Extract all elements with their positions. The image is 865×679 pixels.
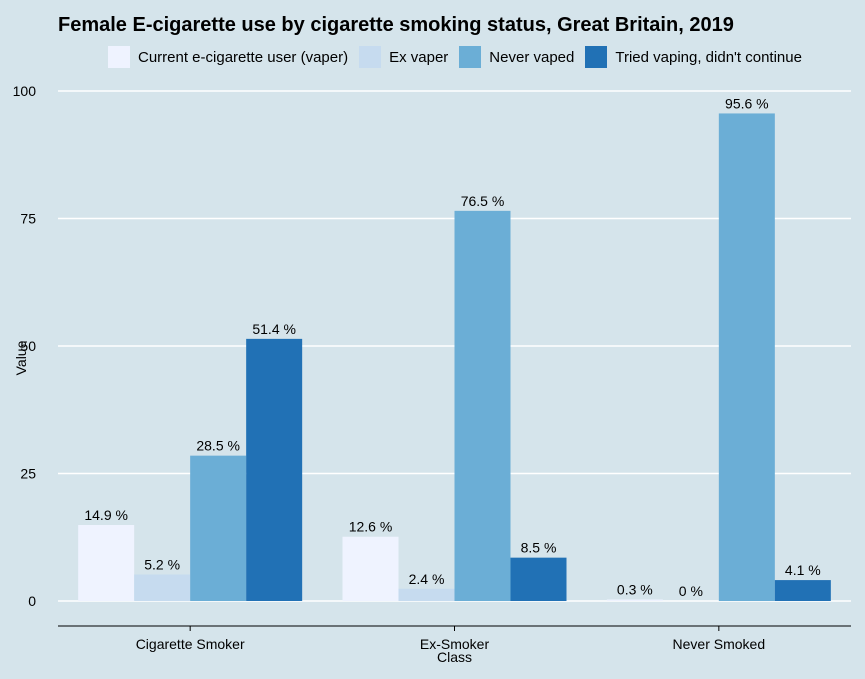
x-tick-label: Never Smoked xyxy=(673,636,766,652)
legend-label: Never vaped xyxy=(489,48,575,66)
chart-title: Female E-cigarette use by cigarette smok… xyxy=(58,14,734,36)
legend-item: Ex vaper xyxy=(359,46,448,68)
bar xyxy=(134,574,191,601)
legend-swatch xyxy=(585,46,608,68)
data-label: 8.5 % xyxy=(521,540,557,556)
legend-label: Tried vaping, didn't continue xyxy=(615,48,802,66)
bar xyxy=(510,557,567,601)
legend: Current e-cigarette user (vaper) Ex vaper… xyxy=(108,45,813,69)
x-tick-label: Ex-Smoker xyxy=(420,636,490,652)
y-tick-label: 25 xyxy=(20,466,36,482)
legend-label: Ex vaper xyxy=(389,48,449,66)
legend-item: Never vaped xyxy=(459,46,574,68)
legend-item: Current e-cigarette user (vaper) xyxy=(108,46,348,68)
data-label: 0.3 % xyxy=(617,581,653,597)
data-label: 0 % xyxy=(679,583,703,599)
data-label: 28.5 % xyxy=(196,438,240,454)
bar xyxy=(398,588,455,601)
data-label: 51.4 % xyxy=(252,321,296,337)
bar xyxy=(774,580,831,601)
bar xyxy=(342,536,399,601)
legend-swatch xyxy=(459,46,482,68)
x-axis-title: Class xyxy=(437,649,472,665)
bar xyxy=(606,599,663,601)
data-label: 76.5 % xyxy=(461,193,505,209)
y-tick-label: 100 xyxy=(13,83,37,99)
legend-item: Tried vaping, didn't continue xyxy=(585,46,802,68)
legend-swatch xyxy=(359,46,382,68)
bar xyxy=(718,113,775,601)
data-label: 5.2 % xyxy=(144,556,180,572)
y-axis-title: Value xyxy=(13,340,29,375)
data-label: 12.6 % xyxy=(349,519,393,535)
y-tick-label: 75 xyxy=(20,211,36,227)
legend-swatch xyxy=(108,46,130,68)
legend-label: Current e-cigarette user (vaper) xyxy=(138,48,349,66)
bar xyxy=(454,210,511,601)
data-label: 95.6 % xyxy=(725,95,769,111)
bar xyxy=(190,455,247,601)
data-label: 14.9 % xyxy=(84,507,128,523)
data-label: 4.1 % xyxy=(785,562,821,578)
data-label: 2.4 % xyxy=(409,571,445,587)
bar xyxy=(246,338,303,601)
bar xyxy=(78,525,135,601)
y-tick-label: 50 xyxy=(20,338,36,354)
y-tick-label: 0 xyxy=(28,593,36,609)
x-tick-label: Cigarette Smoker xyxy=(136,636,245,652)
